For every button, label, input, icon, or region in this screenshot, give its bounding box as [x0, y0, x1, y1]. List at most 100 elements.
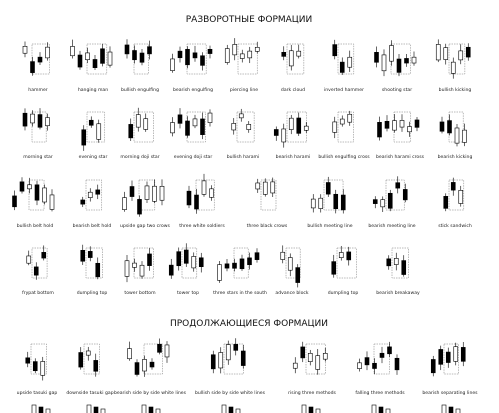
candle	[32, 361, 38, 372]
candle	[247, 50, 253, 59]
candle	[407, 126, 412, 133]
pattern-icon	[357, 341, 400, 375]
candle	[164, 344, 170, 358]
pattern-label: bearish kicking	[438, 154, 473, 160]
highlight-box	[336, 247, 357, 279]
candle	[438, 349, 444, 365]
pattern-icon	[170, 108, 213, 143]
pattern-icon	[281, 43, 305, 75]
candle	[340, 194, 346, 211]
candle	[127, 348, 132, 360]
pattern-icon	[273, 111, 309, 148]
candle	[401, 260, 407, 275]
candle	[295, 267, 301, 283]
candle	[232, 44, 238, 56]
candle	[191, 256, 197, 269]
candle	[346, 251, 352, 261]
candle	[135, 114, 141, 128]
candle	[143, 118, 149, 130]
candle	[137, 199, 142, 215]
candle	[347, 56, 353, 68]
pattern-icon	[80, 244, 103, 280]
candle	[300, 346, 306, 359]
candle	[307, 353, 313, 362]
candle	[100, 48, 105, 64]
candle	[386, 258, 392, 267]
candle	[141, 404, 147, 413]
pattern-label: bullish meeting line	[307, 223, 352, 229]
candle	[194, 194, 199, 210]
candle	[374, 52, 379, 63]
pattern-label: upside gap two crows	[120, 223, 171, 229]
pattern-icon	[310, 176, 346, 214]
pattern-icon	[127, 338, 170, 377]
candle	[378, 406, 384, 413]
candle	[338, 252, 344, 258]
pattern-icon	[439, 111, 467, 147]
candle	[448, 406, 454, 413]
pattern-label: bearish side by side white lines	[114, 390, 187, 396]
candle	[38, 406, 44, 413]
candle	[93, 360, 99, 372]
candle	[303, 125, 309, 131]
pattern-icon	[224, 38, 260, 75]
candle	[70, 46, 75, 57]
candle	[139, 52, 145, 63]
highlight-box	[337, 111, 354, 143]
candle	[396, 58, 402, 73]
candle	[192, 52, 198, 59]
candle	[132, 50, 137, 61]
pattern-label: bullish belt hold	[17, 223, 54, 229]
pattern-icon	[280, 245, 301, 288]
candle	[149, 361, 155, 368]
candle	[41, 252, 47, 259]
candle	[19, 181, 25, 192]
candle	[315, 408, 321, 413]
pattern-label: morning doji star	[120, 154, 159, 160]
candle	[372, 199, 378, 204]
candle	[411, 56, 417, 64]
highlight-box	[85, 179, 103, 211]
pattern-label: bullish harami	[227, 154, 260, 160]
pattern-icon	[210, 338, 246, 375]
candle	[270, 181, 276, 194]
pattern-label: bullish engulfing cross	[318, 154, 370, 160]
pattern-icon	[435, 39, 471, 79]
candle	[246, 124, 252, 130]
pattern-icon	[443, 177, 465, 212]
pattern-label: falling three methods	[355, 390, 405, 396]
candle	[27, 184, 32, 190]
pattern-icon	[22, 108, 50, 143]
candle	[95, 189, 101, 195]
pattern-icon	[26, 245, 48, 280]
pattern-label: three black crows	[247, 223, 288, 229]
candle	[239, 53, 245, 59]
candle	[387, 192, 393, 209]
candle	[155, 408, 161, 413]
candle	[30, 113, 35, 124]
candle	[255, 182, 261, 190]
candle	[333, 193, 339, 210]
candle	[379, 352, 385, 358]
candle	[77, 54, 83, 68]
pattern-label: bearish engulfing	[173, 87, 213, 93]
pattern-icon	[124, 247, 154, 283]
highlight-box	[391, 247, 409, 279]
candle	[132, 262, 137, 268]
candle	[281, 128, 287, 143]
candle	[176, 251, 182, 267]
pattern-icon	[122, 179, 165, 217]
candle	[414, 119, 420, 128]
candle	[87, 191, 93, 198]
candle	[49, 194, 55, 210]
candle	[177, 114, 183, 124]
pattern-icon	[231, 108, 255, 143]
pattern-label: dumpling top	[77, 290, 108, 296]
candle	[381, 54, 387, 72]
candle	[30, 61, 35, 73]
highlight-box	[186, 111, 206, 143]
candle	[86, 404, 92, 413]
candle	[377, 122, 382, 138]
candle	[399, 120, 405, 128]
candle	[217, 264, 222, 281]
